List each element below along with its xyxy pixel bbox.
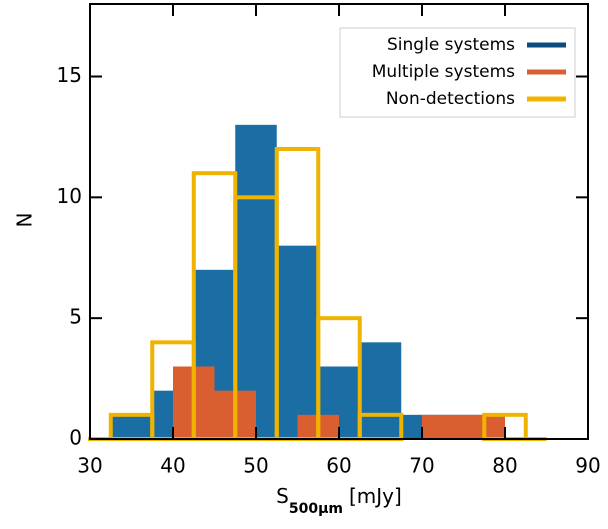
x-label-sub: 500μm [289,501,343,517]
bar [422,414,464,439]
y-tick-label: 0 [69,426,82,450]
x-label-main: S [276,484,289,508]
y-tick-label: 10 [57,184,82,208]
x-tick-label: 60 [326,454,351,478]
y-axis-label: N [13,213,37,228]
x-tick-label: 30 [77,454,102,478]
x-tick-label: 50 [243,454,268,478]
y-tick-label: 15 [57,63,82,87]
x-tick-label: 90 [575,454,600,478]
x-tick-label: 70 [409,454,434,478]
bar [276,245,319,439]
y-tick-label: 5 [69,305,82,329]
x-label-unit: [mJy] [349,484,402,508]
x-tick-label: 80 [492,454,517,478]
legend-label: Non-detections [386,89,515,109]
x-axis-label: S500μm [mJy] [276,484,402,518]
x-tick-label: 40 [160,454,185,478]
bar [110,414,153,439]
bar [235,124,277,439]
legend-label: Multiple systems [372,62,515,82]
plot-area [88,124,547,442]
legend-label: Single systems [387,35,515,55]
bar [359,342,402,439]
